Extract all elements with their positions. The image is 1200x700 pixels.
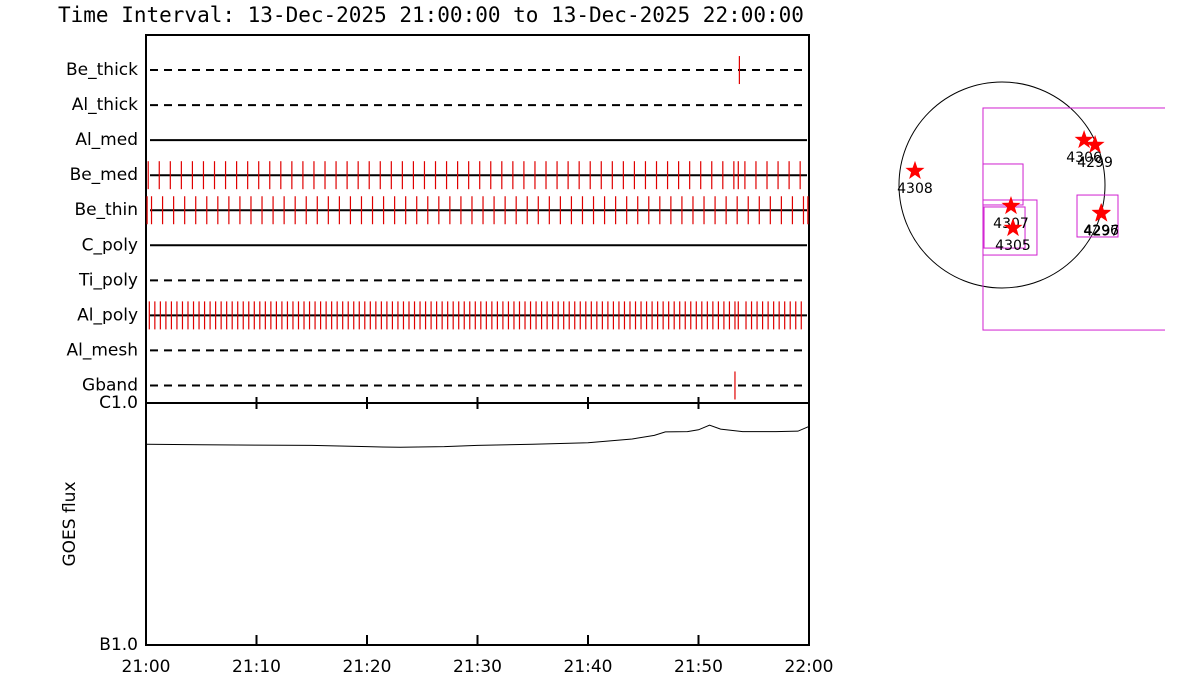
region-star bbox=[905, 160, 925, 179]
region-star bbox=[1001, 196, 1021, 215]
region-label: 4306 bbox=[1066, 150, 1102, 166]
x-tick-label: 21:50 bbox=[674, 657, 723, 677]
region-star bbox=[1092, 203, 1111, 222]
region-star bbox=[1074, 130, 1094, 149]
fov-box bbox=[982, 163, 1024, 206]
timeline-frame bbox=[145, 34, 810, 404]
region-label: 4299 bbox=[1077, 155, 1113, 171]
filter-label: Ti_poly bbox=[78, 270, 138, 290]
map-fovs bbox=[982, 107, 1165, 331]
goes-frame bbox=[145, 402, 810, 646]
region-label: 4297 bbox=[1084, 224, 1120, 240]
filter-label: Gband bbox=[82, 375, 138, 395]
filter-label: Al_poly bbox=[77, 305, 138, 325]
filter-label: Be_thick bbox=[66, 60, 138, 80]
x-tick-label: 21:30 bbox=[453, 657, 502, 677]
filter-label: Al_med bbox=[75, 130, 138, 150]
y-axis-label: GOES flux bbox=[60, 481, 80, 566]
x-tick-label: 21:00 bbox=[122, 657, 171, 677]
region-star bbox=[1085, 135, 1105, 154]
y-tick-label: B1.0 bbox=[99, 635, 138, 655]
solar-disk bbox=[898, 81, 1106, 289]
filter-label: Be_thin bbox=[74, 200, 138, 220]
x-tick-label: 21:40 bbox=[564, 657, 613, 677]
chart-title: Time Interval: 13-Dec-2025 21:00:00 to 1… bbox=[58, 3, 804, 27]
y-tick-label: C1.0 bbox=[99, 393, 138, 413]
region-label: 4296 bbox=[1083, 223, 1119, 239]
fov-box bbox=[1076, 194, 1119, 238]
filter-label: Al_mesh bbox=[66, 340, 138, 360]
x-tick-label: 21:20 bbox=[343, 657, 392, 677]
filter-label: C_poly bbox=[82, 235, 138, 255]
goes-curve bbox=[145, 424, 810, 448]
region-label: 4305 bbox=[995, 238, 1031, 254]
fov-box bbox=[983, 206, 1026, 249]
x-tick-label: 21:10 bbox=[232, 657, 281, 677]
region-star bbox=[1003, 218, 1023, 237]
filter-label: Al_thick bbox=[72, 95, 138, 115]
region-label: 4308 bbox=[897, 181, 933, 197]
x-tick-label: 22:00 bbox=[785, 657, 834, 677]
filter-label: Be_med bbox=[70, 165, 138, 185]
